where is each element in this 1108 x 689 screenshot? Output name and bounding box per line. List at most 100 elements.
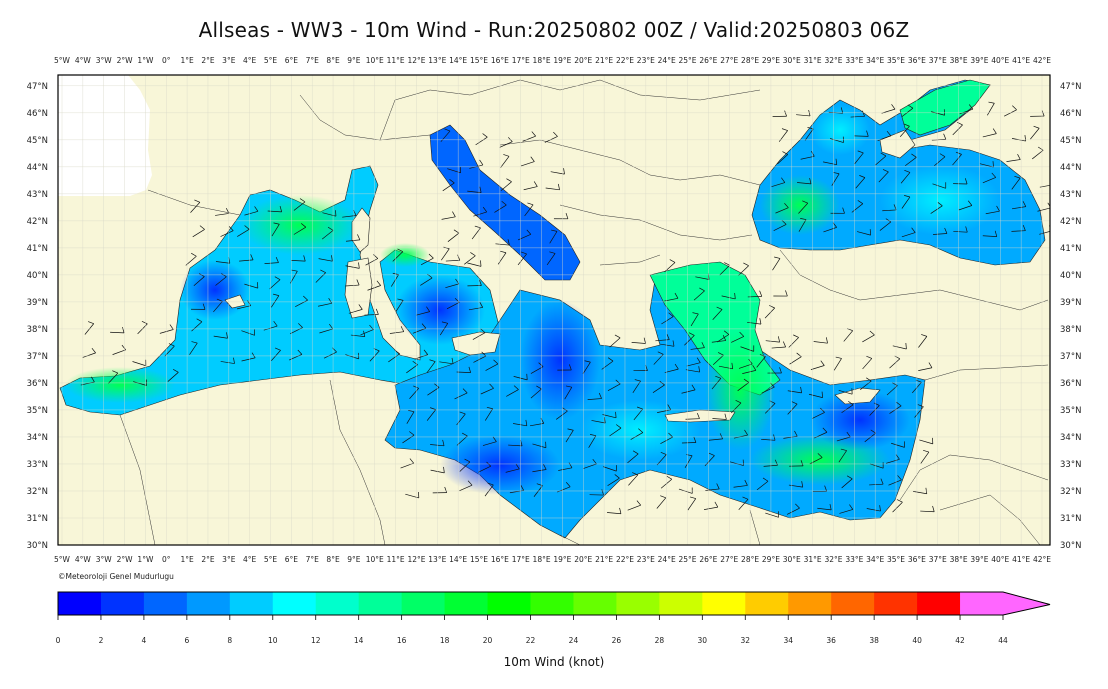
wind-barb-feather xyxy=(632,472,638,476)
wind-barb xyxy=(684,455,693,469)
wind-barb xyxy=(982,133,997,138)
lon-label: 42°E xyxy=(1033,555,1051,564)
lon-label: 7°E xyxy=(306,56,320,65)
colorbar-segment xyxy=(315,592,360,615)
lat-label: 42°N xyxy=(27,217,48,227)
wind-barb-feather xyxy=(784,110,787,117)
wind-barb xyxy=(656,454,667,466)
wind-barb-feather xyxy=(479,302,484,308)
wind-barb xyxy=(740,346,754,352)
lat-label: 46°N xyxy=(1060,109,1081,119)
wind-barb-feather xyxy=(565,213,569,219)
wind-barb xyxy=(891,442,905,448)
wind-barb xyxy=(420,257,434,266)
wind-barb-feather xyxy=(467,480,473,486)
wind-barb-feather xyxy=(479,159,484,166)
wind-barb-feather xyxy=(666,333,670,340)
wind-barb-feather xyxy=(449,179,455,184)
wind-barb-feather xyxy=(857,150,864,154)
lat-label: 34°N xyxy=(1060,433,1081,443)
lon-label: 1°W xyxy=(137,555,154,564)
wind-barb-feather xyxy=(558,183,560,190)
wind-barb-feather xyxy=(800,386,802,393)
wind-barb-feather xyxy=(774,459,778,466)
wind-barb-feather xyxy=(669,259,676,263)
wind-barb-feather xyxy=(462,388,468,394)
wind-barb-feather xyxy=(452,211,456,217)
colorbar-tick-label: 36 xyxy=(826,636,836,645)
mallorca xyxy=(224,294,246,309)
lat-label: 39°N xyxy=(1060,298,1081,308)
wind-barb xyxy=(664,368,679,373)
wind-barb xyxy=(1006,159,1021,162)
wind-barb-feather xyxy=(882,169,889,173)
wind-barb-feather xyxy=(891,104,896,110)
wind-barb-feather xyxy=(520,484,525,491)
colorbar-segment xyxy=(100,592,145,615)
longitude-labels-bottom: 5°W 4°W 3°W 2°W 1°W 0° 1°E 2°E 3°E 4°E 5°E 6°E 7°E 8°… xyxy=(54,555,1051,564)
wind-barb-feather xyxy=(866,355,872,359)
wind-barb-feather xyxy=(817,453,823,458)
wind-barb xyxy=(271,295,280,308)
wind-barb xyxy=(905,157,917,167)
wind-barb-feather xyxy=(842,207,845,214)
lon-label: 17°E xyxy=(512,555,530,564)
wind-barb-feather xyxy=(199,225,205,230)
wind-barb xyxy=(215,261,230,264)
lon-label: 29°E xyxy=(762,56,780,65)
wind-barb-feather xyxy=(696,357,701,363)
wind-barb-feather xyxy=(701,342,705,348)
wind-barb-feather xyxy=(274,276,281,280)
wind-barb-feather xyxy=(1022,224,1026,231)
wind-barb-feather xyxy=(821,391,823,398)
wind-barb xyxy=(532,469,547,473)
wind-barb-feather xyxy=(520,251,527,255)
wind-barb xyxy=(293,201,306,211)
wind-barb-feather xyxy=(904,195,910,198)
wind-barb-feather xyxy=(429,407,436,410)
wind-barb-feather xyxy=(515,463,520,470)
wind-barb-feather xyxy=(250,254,254,261)
wind-barb xyxy=(932,233,948,235)
wind-barb xyxy=(678,488,693,494)
lon-label: 35°E xyxy=(887,56,905,65)
lat-label: 41°N xyxy=(27,244,48,254)
wind-barb xyxy=(426,409,437,421)
lon-label: 36°E xyxy=(908,56,926,65)
wind-barb xyxy=(454,392,468,400)
wind-barb xyxy=(478,465,491,473)
wind-barb-feather xyxy=(896,499,903,503)
lat-label: 47°N xyxy=(1060,82,1081,92)
wind-barb-feather xyxy=(829,503,832,510)
wind-barb xyxy=(684,335,695,346)
wind-barb xyxy=(289,327,303,335)
colorbar-segment xyxy=(573,592,617,615)
wind-barb xyxy=(628,474,639,486)
wind-barb xyxy=(484,408,494,421)
wind-barb xyxy=(475,136,488,146)
wind-barb-feather xyxy=(967,200,973,206)
wind-barb xyxy=(192,229,205,238)
lon-label: 2°W xyxy=(117,555,134,564)
wind-barb-feather xyxy=(672,340,675,347)
wind-barb xyxy=(918,336,928,348)
wind-barb xyxy=(293,226,306,235)
lon-label: 11°E xyxy=(387,56,405,65)
wind-barb-feather xyxy=(891,382,898,386)
wind-barb xyxy=(664,262,676,273)
corsica xyxy=(351,207,371,253)
wind-barb-feather xyxy=(699,287,705,292)
wind-barb xyxy=(1030,128,1040,140)
wind-barb-feather xyxy=(744,429,748,436)
wind-barb xyxy=(690,313,699,327)
wind-barb xyxy=(719,264,730,276)
wind-barb-feather xyxy=(297,349,303,355)
wind-barb xyxy=(445,283,459,288)
lon-label: 4°W xyxy=(75,56,92,65)
wind-barb-feather xyxy=(298,323,303,328)
colorbar-tick-label: 6 xyxy=(184,636,189,645)
wind-barb-feather xyxy=(638,428,644,433)
lat-label: 38°N xyxy=(1060,325,1081,335)
wind-barb-feather xyxy=(735,400,742,404)
colorbar-tick-label: 38 xyxy=(869,636,879,645)
